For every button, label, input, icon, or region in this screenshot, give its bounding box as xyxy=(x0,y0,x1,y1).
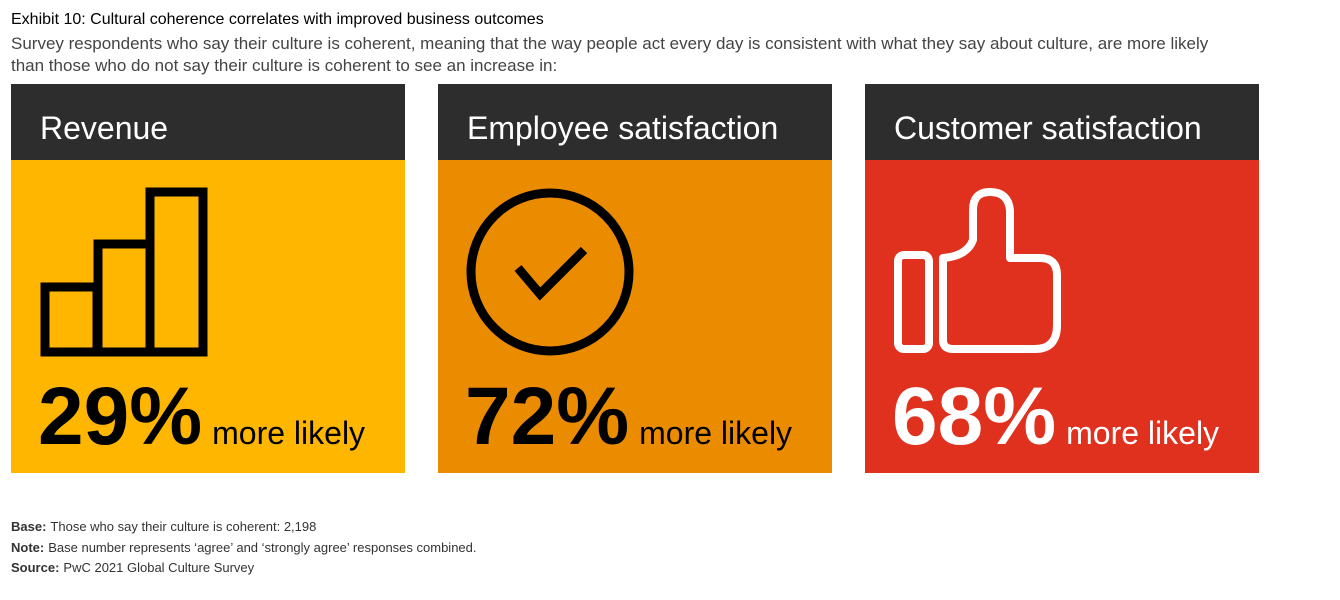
footnote: Source: PwC 2021 Global Culture Survey xyxy=(11,560,255,575)
footnote: Note: Base number represents ‘agree’ and … xyxy=(11,540,477,555)
stat-suffix: more likely xyxy=(639,415,792,451)
card: Customer satisfaction 68% more likely xyxy=(865,84,1259,473)
stat: 29% more likely xyxy=(38,371,365,462)
footnote-text: PwC 2021 Global Culture Survey xyxy=(63,560,254,575)
stat-suffix: more likely xyxy=(212,415,365,451)
card-header xyxy=(11,84,405,160)
title: Exhibit 10: Cultural coherence correlate… xyxy=(11,11,544,28)
footnote: Base: Those who say their culture is cohe… xyxy=(11,519,316,534)
footnote-label: Note: xyxy=(11,540,44,555)
stat-value: 72% xyxy=(465,371,629,462)
footnote-text: Base number represents ‘agree’ and ‘stro… xyxy=(48,540,476,555)
card: Employee satisfaction 72% more likely xyxy=(438,84,832,473)
card-title: Employee satisfaction xyxy=(467,110,778,146)
card: Revenue 29% more likely xyxy=(11,84,405,473)
card-body xyxy=(11,160,405,473)
stat-suffix: more likely xyxy=(1066,415,1219,451)
stat-value: 68% xyxy=(892,371,1056,462)
card-header xyxy=(438,84,832,160)
check-icon xyxy=(466,188,634,356)
footnote-label: Base: xyxy=(11,519,46,534)
subtitle: Survey respondents who say their culture… xyxy=(11,34,1209,53)
card-title: Revenue xyxy=(40,110,168,146)
card-title: Customer satisfaction xyxy=(894,110,1202,146)
stat-value: 29% xyxy=(38,371,202,462)
bar-chart-icon xyxy=(40,187,208,357)
footnote-label: Source: xyxy=(11,560,59,575)
subtitle: than those who do not say their culture … xyxy=(11,56,557,75)
stat: 68% more likely xyxy=(892,371,1219,462)
card-header xyxy=(865,84,1259,160)
footnote-text: Those who say their culture is coherent:… xyxy=(50,519,316,534)
thumbs-up-icon xyxy=(894,188,1061,353)
stat: 72% more likely xyxy=(465,371,792,462)
